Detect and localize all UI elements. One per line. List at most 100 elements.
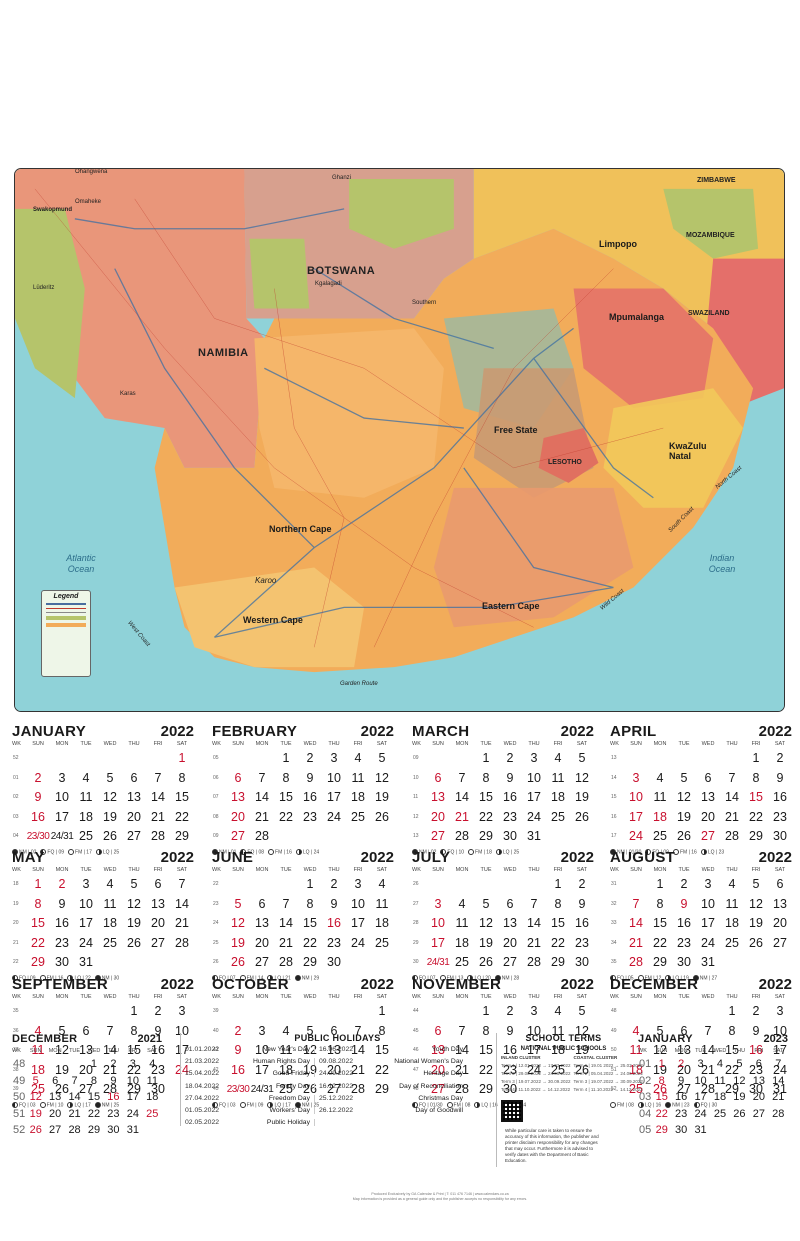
moon-phase-label: NM | 23 [672, 1102, 690, 1109]
moon-phase: FM | 08 [610, 1101, 634, 1108]
moon-phase: LQ | 17 [67, 1101, 91, 1108]
weekday-label: WK [412, 741, 421, 747]
holiday-date [319, 1119, 371, 1126]
day-cell: 22 [653, 935, 667, 950]
day-cell: 7 [106, 1023, 114, 1038]
weekday-label: SUN [29, 1048, 42, 1054]
moon-phase: FQ | 03 [212, 1101, 236, 1108]
day-cell: 6 [434, 770, 442, 785]
day-cell: 17 [629, 809, 643, 824]
day-cell: 20 [701, 809, 715, 824]
day-cell [98, 953, 122, 973]
weekday-label: TUE [69, 1048, 81, 1054]
day-cell: 13 [79, 1043, 93, 1057]
day-cell: 31 [701, 955, 715, 969]
moon-phase: LQ | 24 [295, 848, 319, 855]
day-cell: 2 [776, 751, 784, 765]
day-cell: 19 [231, 935, 245, 950]
day-cell: 15 [87, 1091, 101, 1103]
day-cell: 24 [773, 1062, 787, 1077]
day-cell: 23 [303, 809, 317, 824]
school-terms-box: SCHOOL TERMS NATIONAL PUBLIC SCHOOLS INL… [496, 1033, 643, 1167]
day-cell: 8 [752, 770, 760, 785]
day-cell: 1 [306, 877, 314, 891]
week-number: 13 [413, 833, 419, 839]
day-cell: 21 [455, 809, 469, 824]
day-cell: 30 [107, 1124, 120, 1136]
day-cell: 24 [327, 809, 341, 824]
day-cell: 24 [701, 935, 715, 950]
day-cell [50, 749, 74, 769]
day-cell: 18 [279, 1062, 293, 1077]
moon-phase: NM | 02 [412, 848, 436, 855]
week-number: 01 [13, 774, 19, 781]
day-cell [98, 749, 122, 769]
day-cell: 21 [255, 809, 269, 824]
week-number: 12 [413, 813, 419, 820]
day-cell: 30 [677, 955, 691, 969]
day-cell: 16 [503, 790, 517, 804]
day-cell: 22 [479, 1062, 493, 1077]
label-indian-ocean: Indian Ocean [708, 553, 736, 574]
day-cell: 9 [578, 896, 586, 911]
moon-phase: NM | 25 [294, 1101, 319, 1108]
day-cell: 18 [629, 1062, 643, 1077]
weekday-header: WK SUN MON TUE WED THU FRI SAT [12, 1048, 162, 1056]
day-cell: 9 [110, 1074, 117, 1087]
day-cell: 20 [677, 1062, 691, 1077]
day-cell: 30 [503, 1082, 517, 1096]
day-cell: 28 [151, 829, 165, 843]
month-year: 2021 [137, 1033, 162, 1045]
day-cell: 11 [279, 1043, 293, 1057]
day-cell: 11 [103, 896, 117, 911]
day-cell: 29 [175, 829, 189, 843]
weekday-label: SAT [576, 994, 588, 1000]
day-cell: 14 [527, 916, 541, 930]
day-cell: 25 [31, 1082, 45, 1096]
day-cell: 5 [130, 877, 138, 891]
fq-moon-icon [440, 848, 447, 855]
week-number: 13 [611, 755, 617, 761]
lq-moon-icon [67, 1101, 74, 1108]
weekday-label: SUN [432, 741, 444, 747]
weekday-label: TUE [80, 741, 92, 747]
day-cell: 16 [749, 1043, 763, 1057]
label-southern: Southern [412, 300, 437, 306]
day-cell: 18 [375, 916, 389, 930]
month-january: JANUARY 2022 WK SUN MON TUE WED THU FRI SAT 52 1 01 2… [12, 723, 194, 857]
day-cell: 10 [327, 770, 341, 785]
day-cell: 24 [175, 1062, 189, 1077]
fq-moon-icon [412, 1101, 418, 1108]
day-cell: 1 [282, 751, 290, 765]
holiday-name: Day of Goodwill [415, 1106, 463, 1114]
weekday-label: THU [328, 867, 340, 873]
label-kgalagadi: Kgalagadi [315, 281, 342, 287]
weekday-label: THU [328, 741, 340, 747]
weekday-label: THU [726, 867, 738, 873]
day-cell: 11 [31, 1043, 45, 1057]
week-number: 39 [13, 1086, 19, 1092]
weekday-label: SAT [774, 994, 786, 1000]
label-lesotho: LESOTHO [548, 459, 582, 466]
day-cell: 27 [701, 829, 715, 843]
day-cell: 31 [79, 955, 93, 969]
day-cell: 17 [694, 1091, 707, 1103]
map-image [15, 169, 784, 711]
day-cell [322, 827, 346, 847]
day-cell: 3 [258, 1023, 266, 1038]
moon-phase-label: FQ | 09 [19, 975, 36, 982]
day-cell: 27 [677, 1082, 691, 1096]
day-cell: 3 [82, 877, 90, 891]
day-cell [226, 875, 250, 895]
weekday-label: SUN [232, 994, 244, 1000]
day-cell: 14 [701, 1043, 715, 1057]
day-cell [274, 875, 298, 895]
day-cell: 2 [154, 1004, 162, 1018]
day-cell: 26 [303, 1082, 317, 1096]
month-year: 2022 [160, 976, 194, 993]
day-cell: 19 [733, 1091, 746, 1103]
day-cell: 28 [629, 955, 643, 969]
day-cell: 16 [503, 1043, 517, 1057]
day-cell: 26 [677, 829, 691, 843]
label-namibia: NAMIBIA [198, 347, 249, 359]
